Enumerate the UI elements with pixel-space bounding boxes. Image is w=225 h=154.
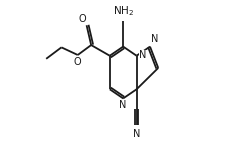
Text: N: N xyxy=(139,50,147,60)
Text: N: N xyxy=(151,34,158,44)
Text: O: O xyxy=(73,57,81,67)
Text: N: N xyxy=(119,100,126,110)
Text: O: O xyxy=(79,14,87,24)
Text: NH$_2$: NH$_2$ xyxy=(112,5,134,18)
Text: N: N xyxy=(133,129,140,139)
